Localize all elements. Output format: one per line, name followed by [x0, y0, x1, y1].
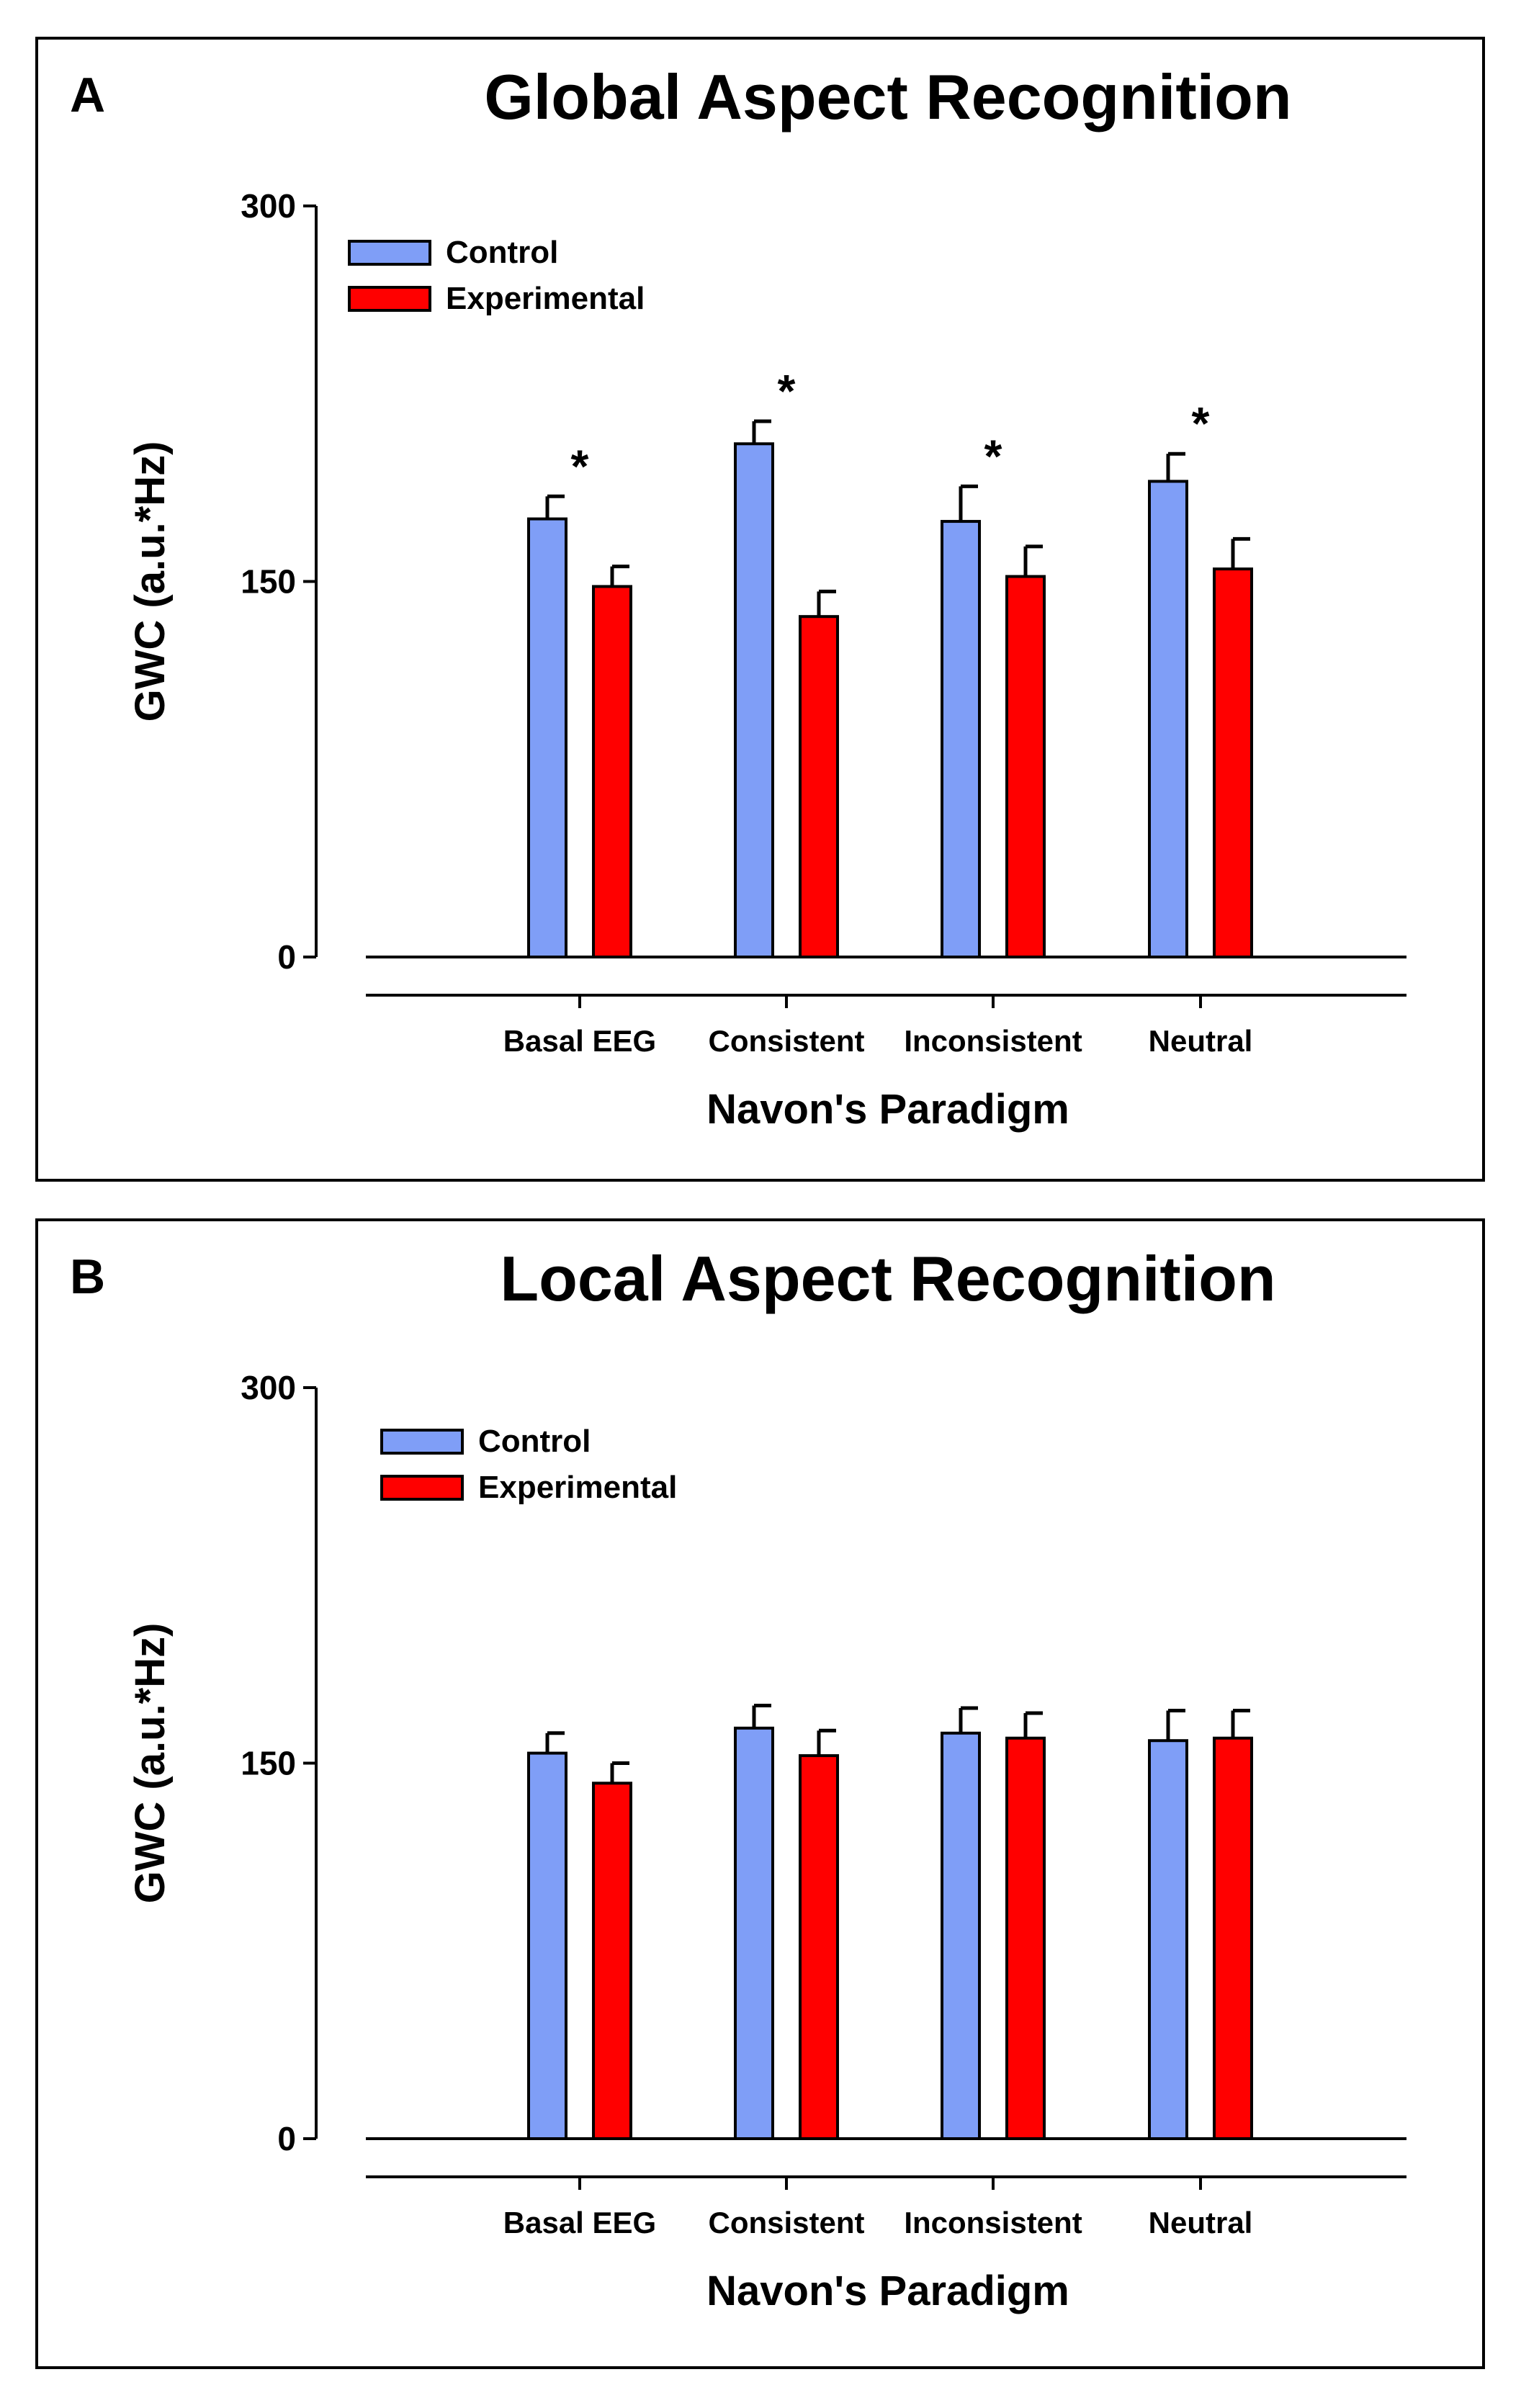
x-tick-label: Inconsistent — [904, 1024, 1082, 1058]
panel-b: B Local Aspect Recognition 0 150 300 GWC (a.u… — [35, 1218, 1485, 2369]
x-tick-label: Neutral — [1149, 2206, 1253, 2239]
bar-control — [941, 1731, 981, 2140]
x-tick-label: Neutral — [1149, 1024, 1253, 1058]
y-tick-label: 150 — [241, 1745, 296, 1782]
x-tick-label: Consistent — [708, 1024, 864, 1058]
x-axis-label: Navon's Paradigm — [706, 1086, 1069, 1133]
y-tick-label: 150 — [241, 563, 296, 601]
bar-control — [734, 442, 774, 958]
bar-experimental — [799, 615, 839, 958]
bar-experimental — [1213, 1736, 1253, 2140]
x-tick-label: Basal EEG — [503, 2206, 656, 2239]
significance-star: * — [778, 365, 796, 417]
x-tick-label: Inconsistent — [904, 2206, 1082, 2239]
chart-title: Local Aspect Recognition — [500, 1243, 1275, 1314]
bar-experimental — [799, 1754, 839, 2140]
chart-title: Global Aspect Recognition — [484, 61, 1291, 132]
bar-experimental — [1005, 575, 1046, 958]
y-tick-label: 300 — [241, 187, 296, 225]
bar-experimental — [592, 1782, 632, 2141]
legend-swatch-control — [380, 1429, 464, 1455]
y-axis-label: GWC (a.u.*Hz) — [127, 1623, 174, 1904]
bar-control — [1148, 1739, 1188, 2140]
bar-experimental — [592, 585, 632, 958]
bar-control — [734, 1726, 774, 2140]
bar-experimental — [1213, 567, 1253, 958]
bar-control — [527, 1751, 567, 2140]
panel-letter: B — [70, 1249, 105, 1304]
bar-control — [527, 517, 567, 958]
x-tick-label: Basal EEG — [503, 1024, 656, 1058]
significance-star: * — [984, 430, 1002, 482]
bar-control — [1148, 480, 1188, 958]
legend-label-experimental: Experimental — [478, 1470, 677, 1505]
panel-a: A Global Aspect Recognition 0 150 300 GWC (a.… — [35, 37, 1485, 1182]
bar-control — [941, 520, 981, 958]
y-tick-label: 0 — [277, 2120, 296, 2157]
chart-b: B Local Aspect Recognition 0 150 300 GWC (a.u… — [70, 1243, 1406, 2314]
legend-label-experimental: Experimental — [446, 281, 645, 316]
x-tick-label: Consistent — [708, 2206, 864, 2239]
panel-letter: A — [70, 68, 105, 122]
y-tick-label: 0 — [277, 938, 296, 976]
legend-label-control: Control — [446, 235, 558, 270]
legend-label-control: Control — [478, 1424, 591, 1459]
y-tick-label: 300 — [241, 1369, 296, 1406]
chart-a: A Global Aspect Recognition 0 150 300 GWC (a.… — [70, 61, 1406, 1133]
legend-swatch-experimental — [348, 286, 431, 312]
x-axis-label: Navon's Paradigm — [706, 2268, 1069, 2314]
bar-experimental — [1005, 1736, 1046, 2140]
significance-star: * — [1192, 397, 1210, 449]
y-axis-label: GWC (a.u.*Hz) — [127, 441, 174, 722]
legend-swatch-experimental — [380, 1475, 464, 1501]
significance-star: * — [571, 440, 589, 492]
legend-swatch-control — [348, 240, 431, 266]
